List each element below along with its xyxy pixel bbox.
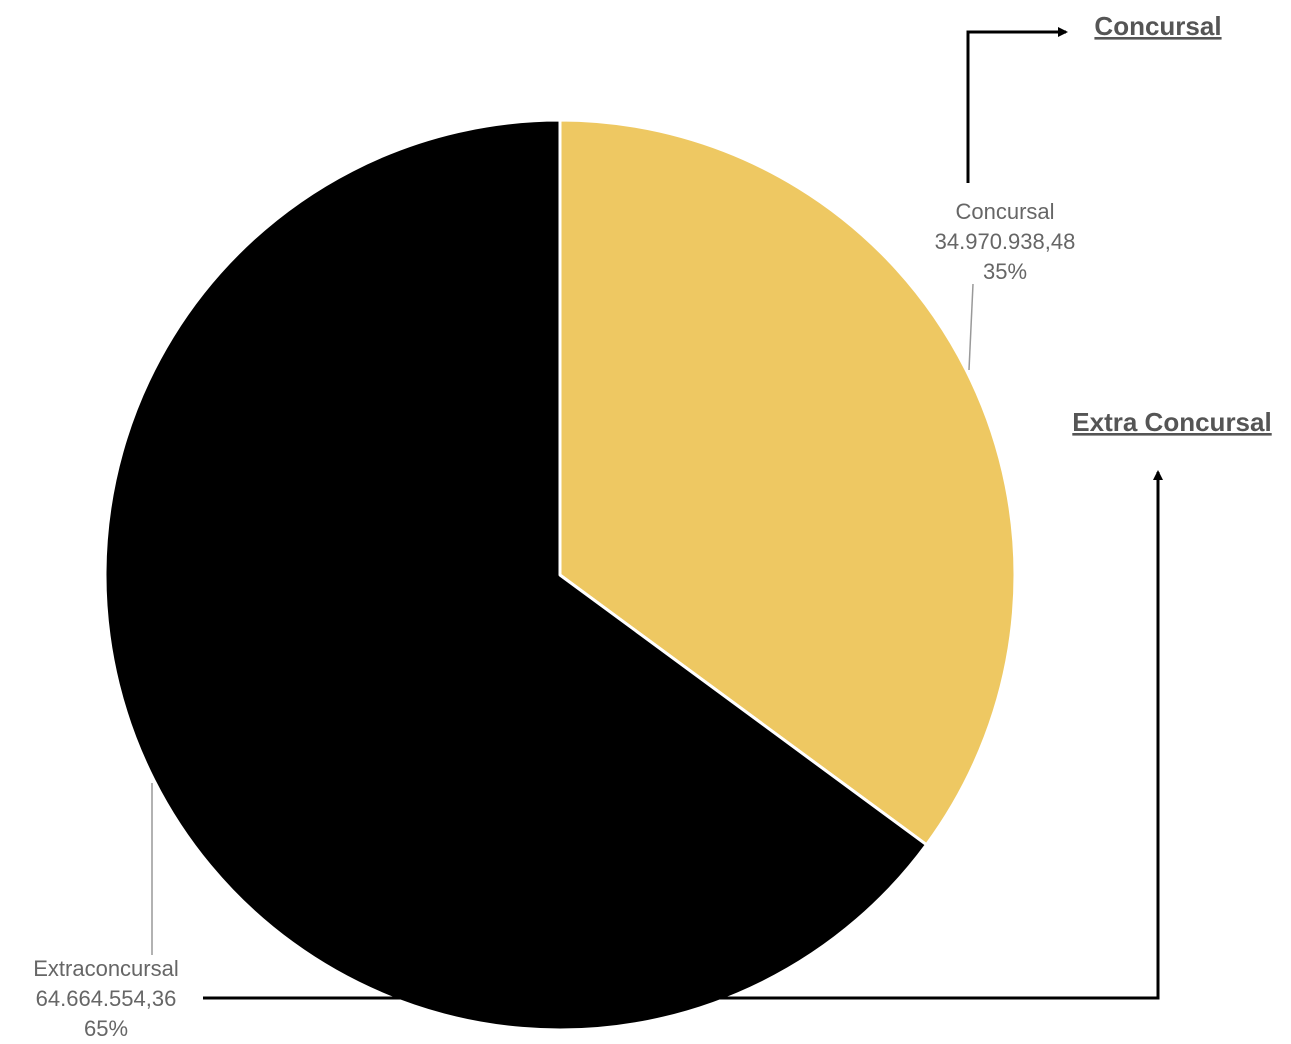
concursal-callout-arrow (966, 27, 1068, 183)
extra-concursal-callout-title: Extra Concursal (1072, 407, 1271, 437)
extraconcursal-percent-label: 65% (84, 1016, 128, 1041)
pie-slices (103, 118, 1017, 1032)
concursal-leader-line (968, 283, 974, 371)
pie-slice-extraconcursal (103, 118, 928, 1032)
concursal-callout-title: Concursal (1094, 11, 1221, 41)
concursal-value-label: 34.970.938,48 (935, 229, 1076, 254)
concursal-category-label: Concursal (955, 199, 1054, 224)
extra-concursal-callout-arrow (203, 470, 1163, 1000)
extraconcursal-value-label: 64.664.554,36 (36, 986, 177, 1011)
pie-slice-concursal (558, 118, 1017, 847)
extraconcursal-category-label: Extraconcursal (33, 956, 179, 981)
concursal-percent-label: 35% (983, 259, 1027, 284)
